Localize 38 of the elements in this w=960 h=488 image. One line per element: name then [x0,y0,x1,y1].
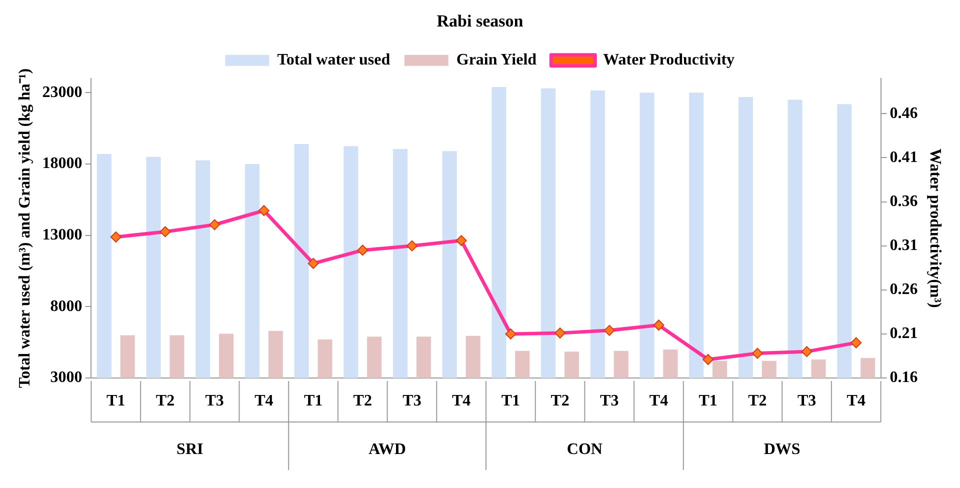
text: SRI [176,441,204,458]
x-tick-label: T3 [205,392,224,410]
y2-tick-label: 0.41 [890,148,918,166]
x-tick-label: T2 [550,392,570,410]
x-tick-label: T1 [501,392,520,410]
legend-label: Grain Yield [456,52,537,69]
x-tick-label: T4 [452,392,471,410]
x-tick-label: T3 [797,392,816,410]
x-tick-label: T3 [600,392,619,410]
text: CON [566,441,603,458]
y2-tick-label: 0.31 [890,236,918,254]
text: AWD [368,441,406,458]
y2-axis-title: Water productivity(m³) [926,148,944,308]
x-tick-label: T2 [156,392,175,410]
legend-label: Water Productivity [603,52,735,69]
text: DWS [764,441,800,458]
chart-title: Rabi season [436,12,524,31]
y2-tick-label: 0.36 [890,192,918,210]
y2-tick-label: 0.21 [890,325,918,342]
y2-tick-label: 0.16 [890,369,918,386]
y-tick-label: 3000 [50,369,82,386]
x-tick-label: T1 [304,392,323,410]
x-tick-label: T2 [353,392,372,410]
y2-tick-label: 0.26 [890,281,918,298]
y-tick-label: 13000 [42,226,82,244]
x-tick-label: T2 [748,392,767,410]
x-tick-label: T4 [846,392,866,410]
y-tick-label: 8000 [50,298,82,315]
x-tick-label: T4 [649,392,668,410]
x-tick-label: T3 [402,392,422,410]
y2-tick-label: 0.46 [890,104,918,122]
x-tick-label: T1 [698,392,718,410]
y-tick-label: 23000 [42,84,82,101]
x-tick-label: T1 [106,392,126,410]
y-tick-label: 18000 [42,155,82,172]
y-axis-title: Total water used (m³) and Grain yield (kg ha⁻¹) [16,68,34,388]
legend-label: Total water used [277,52,390,69]
x-tick-label: T4 [254,392,274,410]
